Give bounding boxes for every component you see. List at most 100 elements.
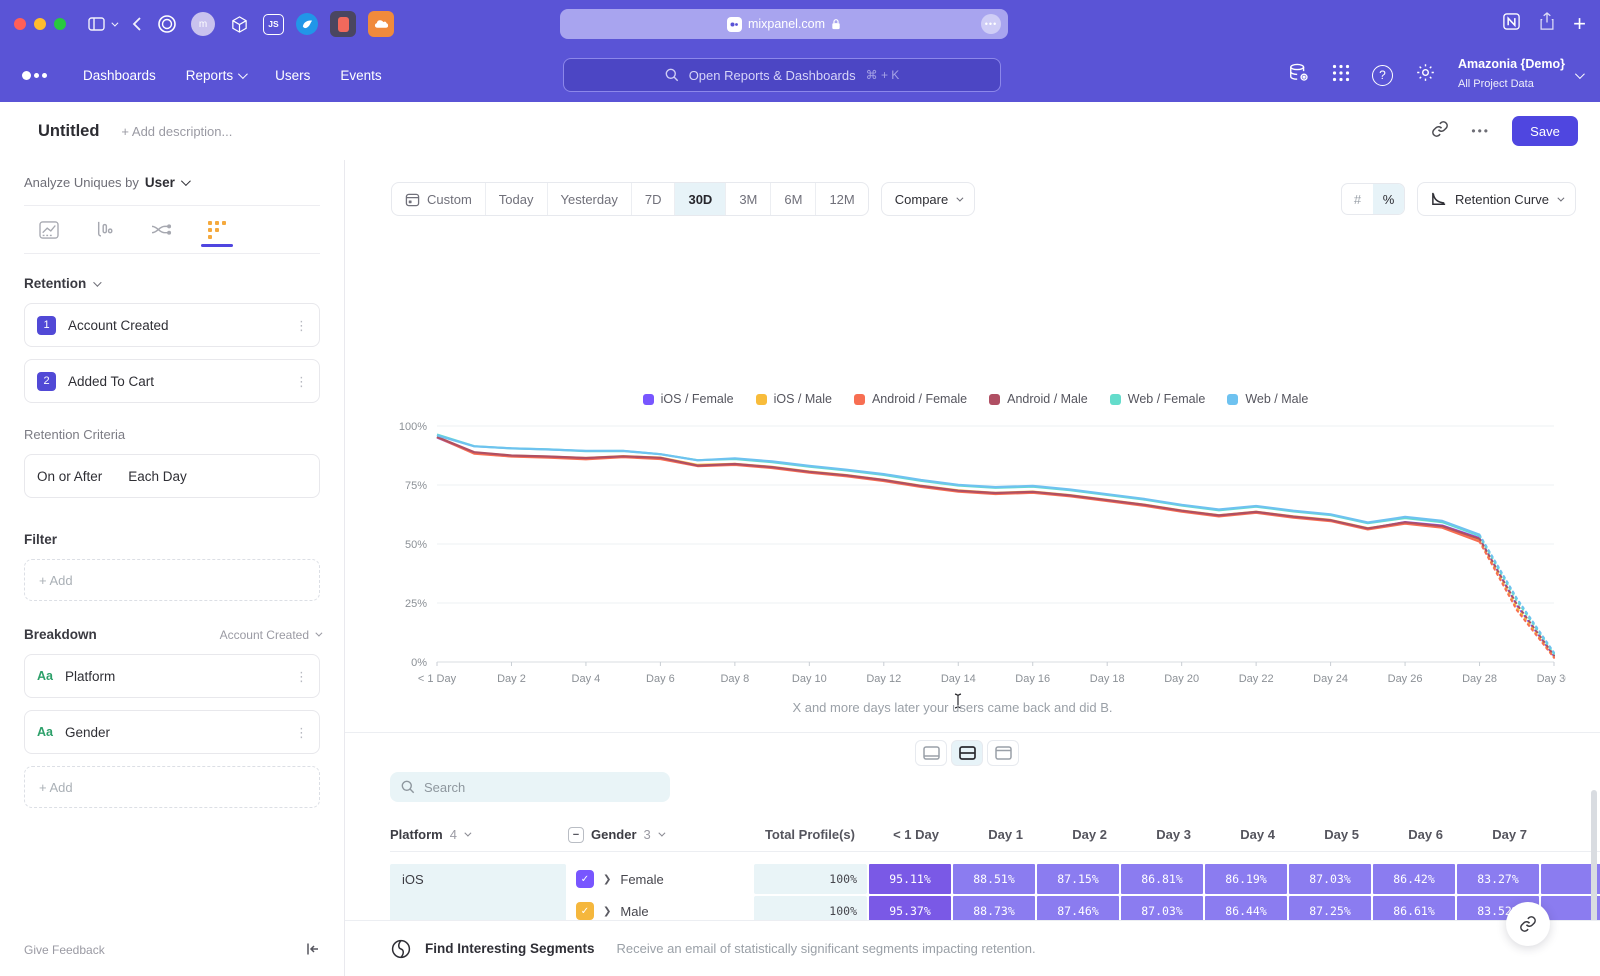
compare-button[interactable]: Compare (880, 182, 976, 216)
extension-icons[interactable]: m JS (155, 11, 394, 37)
window-controls[interactable] (14, 18, 66, 30)
new-tab-icon[interactable]: + (1573, 11, 1586, 36)
cloud-logo-extension-icon[interactable] (368, 11, 394, 37)
table-only-view-button[interactable] (987, 740, 1019, 766)
data-management-icon[interactable] (1288, 62, 1310, 89)
retention-cell[interactable]: 86.19% (1205, 864, 1287, 894)
range-today[interactable]: Today (486, 183, 548, 215)
day-column-header[interactable]: < 1 Day (893, 827, 939, 842)
project-switcher[interactable]: Amazonia {Demo} All Project Data (1458, 57, 1585, 93)
help-icon[interactable]: ? (1372, 64, 1394, 86)
total-column-header[interactable]: Total Profile(s) (764, 827, 855, 842)
url-bar[interactable]: mixpanel.com ••• (560, 9, 1008, 39)
add-description-button[interactable]: + Add description... (121, 123, 233, 139)
criteria-interval[interactable]: Each Day (128, 468, 187, 484)
legend-item[interactable]: iOS / Female (642, 392, 734, 406)
gender-column-header[interactable]: − Gender 3 (568, 826, 752, 843)
retention-section-label[interactable]: Retention (24, 276, 320, 291)
legend-item[interactable]: Web / Female (1109, 392, 1205, 406)
day-column-header[interactable]: Day 7 (1492, 827, 1527, 842)
kebab-menu-icon[interactable]: ⋮ (295, 668, 308, 684)
more-options-button[interactable]: ••• (1471, 124, 1490, 138)
platform-column-header[interactable]: Platform 4 (390, 827, 566, 842)
platform-cell[interactable]: iOS (390, 864, 566, 926)
share-icon[interactable] (1539, 12, 1555, 36)
back-icon[interactable] (132, 17, 141, 31)
close-window-button[interactable] (14, 18, 26, 30)
percent-toggle[interactable]: % (1373, 184, 1405, 214)
segments-title[interactable]: Find Interesting Segments (425, 941, 595, 956)
nav-dashboards[interactable]: Dashboards (83, 67, 156, 83)
chart-type-select[interactable]: Retention Curve (1417, 182, 1576, 216)
series-checkbox[interactable]: ✓ (576, 870, 594, 888)
add-filter-button[interactable]: + Add (24, 559, 320, 601)
retention-cell[interactable]: 88.51% (953, 864, 1035, 894)
collapse-sidebar-icon[interactable] (306, 942, 320, 959)
retention-step-2[interactable]: 2 Added To Cart ⋮ (24, 359, 320, 403)
tab-insights[interactable] (36, 215, 62, 245)
gender-cell[interactable]: ✓ ❯ Female (568, 864, 752, 894)
retention-cell[interactable]: 87.03% (1289, 864, 1371, 894)
target-extension-icon[interactable] (155, 12, 179, 36)
retention-cell[interactable]: 95.11% (869, 864, 951, 894)
give-feedback-link[interactable]: Give Feedback (24, 943, 105, 957)
day-column-header[interactable]: Day 3 (1156, 827, 1191, 842)
range-30d[interactable]: 30D (675, 183, 727, 215)
range-3m[interactable]: 3M (726, 183, 772, 215)
notion-icon[interactable] (1502, 12, 1521, 36)
settings-gear-icon[interactable] (1415, 62, 1436, 88)
value-format-toggle[interactable]: # % (1341, 183, 1406, 215)
date-range-selector[interactable]: Custom Today Yesterday 7D 30D 3M 6M 12M (391, 182, 869, 216)
url-more-icon[interactable]: ••• (981, 14, 1001, 34)
day-column-header[interactable]: Day 1 (988, 827, 1023, 842)
cube-extension-icon[interactable] (227, 12, 251, 36)
js-extension-icon[interactable]: JS (263, 13, 284, 35)
split-view-button[interactable] (951, 740, 983, 766)
legend-item[interactable]: Android / Male (989, 392, 1088, 406)
vertical-scrollbar[interactable] (1591, 790, 1597, 976)
copy-link-icon[interactable] (1431, 120, 1449, 143)
range-6m[interactable]: 6M (771, 183, 817, 215)
nav-reports[interactable]: Reports (186, 68, 248, 83)
range-yesterday[interactable]: Yesterday (548, 183, 632, 215)
breakdown-gender[interactable]: Aa Gender ⋮ (24, 710, 320, 754)
legend-item[interactable]: Web / Male (1227, 392, 1308, 406)
range-custom[interactable]: Custom (392, 183, 486, 215)
series-checkbox[interactable]: ✓ (576, 902, 594, 920)
red-logo-extension-icon[interactable] (330, 11, 356, 37)
day-column-header[interactable]: Day 2 (1072, 827, 1107, 842)
apps-grid-icon[interactable] (1332, 64, 1350, 87)
mixpanel-logo-icon[interactable] (22, 70, 47, 80)
legend-item[interactable]: iOS / Male (755, 392, 832, 406)
kebab-menu-icon[interactable]: ⋮ (295, 724, 308, 740)
criteria-mode[interactable]: On or After (37, 468, 103, 484)
avatar-m-extension-icon[interactable]: m (191, 12, 215, 36)
table-search-input[interactable]: Search (390, 772, 670, 802)
retention-cell[interactable]: 86.42% (1373, 864, 1455, 894)
nav-events[interactable]: Events (340, 67, 382, 83)
breakdown-platform[interactable]: Aa Platform ⋮ (24, 654, 320, 698)
retention-criteria-select[interactable]: On or After Each Day (24, 454, 320, 498)
breakdown-scope-select[interactable]: Account Created (220, 628, 323, 642)
chart-legend[interactable]: iOS / Female iOS / Male Android / Female An… (391, 392, 1560, 406)
day-column-header[interactable]: Day 6 (1408, 827, 1443, 842)
tab-funnels[interactable] (92, 215, 118, 245)
retention-cell[interactable]: 87.15% (1037, 864, 1119, 894)
gender-cell[interactable]: ✓ ❯ Male (568, 896, 752, 926)
chart-only-view-button[interactable] (915, 740, 947, 766)
range-12m[interactable]: 12M (829, 191, 855, 207)
bird-extension-icon[interactable] (296, 13, 318, 35)
tab-retention[interactable] (201, 215, 233, 247)
tab-flows[interactable] (148, 215, 174, 245)
share-link-fab[interactable] (1506, 902, 1550, 946)
retention-step-1[interactable]: 1 Account Created ⋮ (24, 303, 320, 347)
zoom-window-button[interactable] (54, 18, 66, 30)
expand-row-icon[interactable]: ❯ (603, 873, 612, 885)
kebab-menu-icon[interactable]: ⋮ (295, 317, 308, 333)
analyze-entity-select[interactable]: User (145, 175, 191, 190)
retention-cell[interactable]: 86.81% (1121, 864, 1203, 894)
expand-row-icon[interactable]: ❯ (603, 905, 612, 917)
day-column-header[interactable]: Day 5 (1324, 827, 1359, 842)
report-title[interactable]: Untitled (38, 121, 100, 140)
day-column-header[interactable]: Day 4 (1240, 827, 1275, 842)
